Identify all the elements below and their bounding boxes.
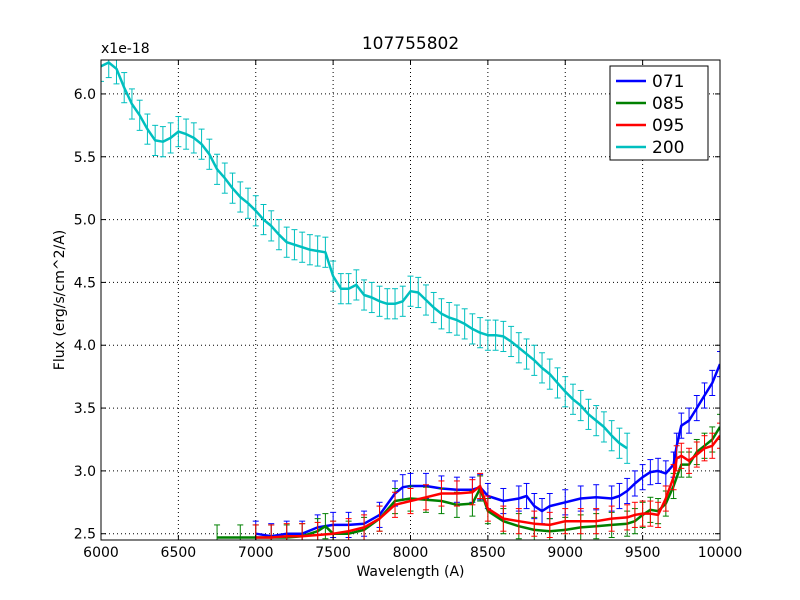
y-tick-label: 6.0 <box>74 87 96 103</box>
axis-ticks: 6000 6500 7000 7500 8000 8500 9000 9500 10000 2.5… <box>74 60 743 561</box>
series-layer <box>101 60 720 540</box>
y-offset-label: x1e-18 <box>101 41 150 57</box>
series-095-line <box>255 434 720 539</box>
chart-title: 107755802 <box>362 34 459 54</box>
legend-label-085: 085 <box>652 94 684 114</box>
y-tick-label: 3.5 <box>74 401 96 417</box>
x-tick-label: 6500 <box>161 545 197 561</box>
x-tick-label: 8000 <box>393 545 429 561</box>
y-tick-label: 5.0 <box>74 213 96 229</box>
x-tick-label: 8500 <box>470 545 506 561</box>
x-tick-label: 7000 <box>238 545 274 561</box>
y-tick-label: 4.5 <box>74 275 96 291</box>
series-200-line <box>101 61 628 450</box>
series-095 <box>252 422 720 540</box>
legend-label-095: 095 <box>652 116 684 136</box>
x-tick-label: 7500 <box>315 545 351 561</box>
x-tick-label: 10000 <box>698 545 743 561</box>
x-tick-label: 6000 <box>83 545 119 561</box>
y-tick-label: 3.0 <box>74 464 96 480</box>
series-200 <box>101 60 631 464</box>
legend-label-200: 200 <box>652 138 684 158</box>
x-tick-label: 9500 <box>625 545 661 561</box>
y-tick-label: 2.5 <box>74 527 96 543</box>
y-axis-label: Flux (erg/s/cm^2/A) <box>52 230 68 370</box>
x-tick-label: 9000 <box>547 545 583 561</box>
y-tick-label: 5.5 <box>74 150 96 166</box>
y-tick-label: 4.0 <box>74 338 96 354</box>
x-axis-label: Wavelength (A) <box>356 564 464 580</box>
legend-label-071: 071 <box>652 72 684 92</box>
